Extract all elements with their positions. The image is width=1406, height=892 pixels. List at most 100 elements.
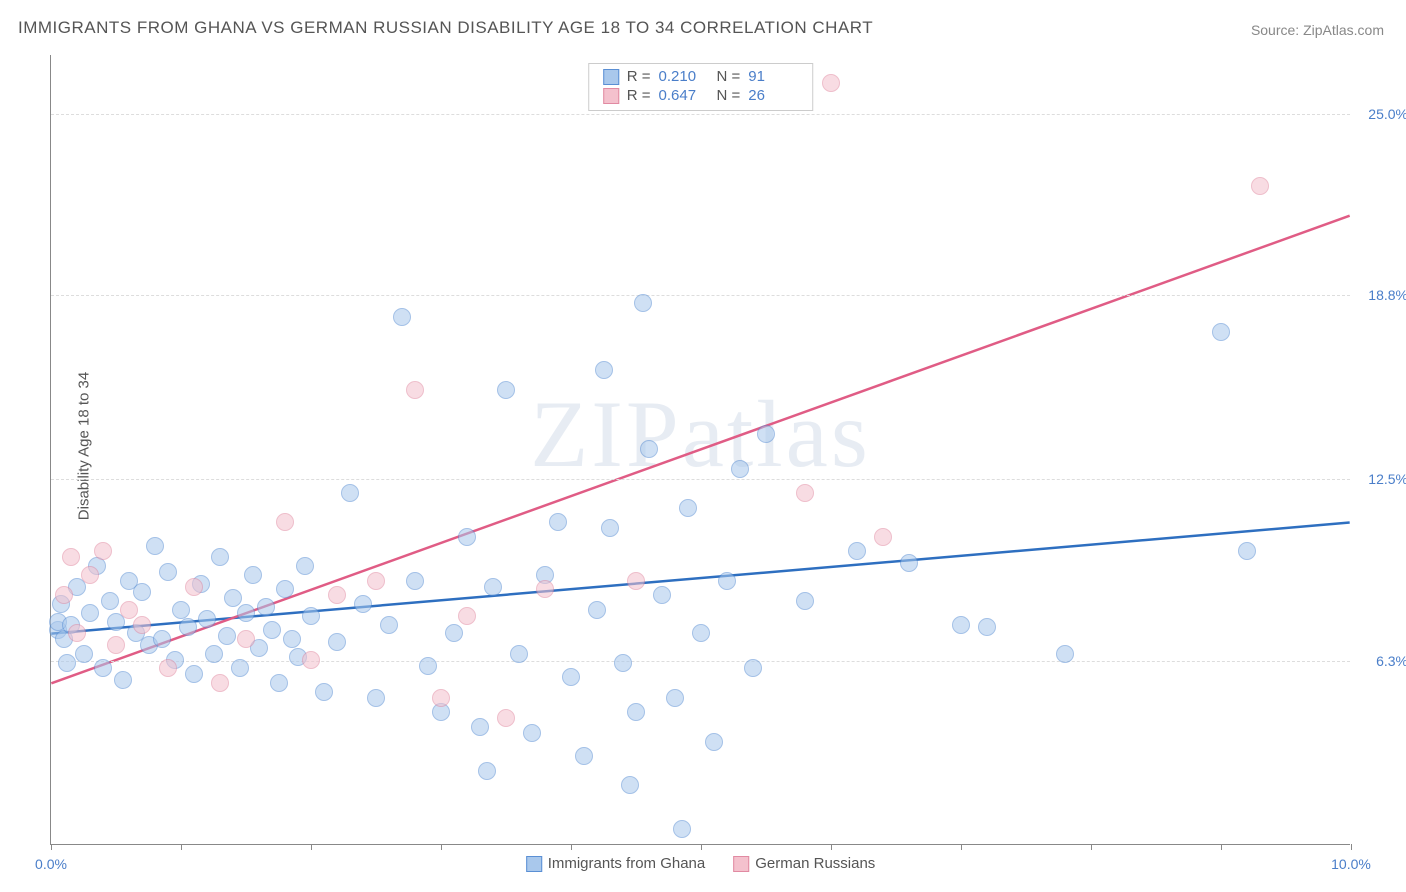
y-tick-label: 12.5% bbox=[1368, 471, 1406, 487]
legend-item: German Russians bbox=[733, 855, 875, 872]
data-point-ghana bbox=[692, 624, 710, 642]
data-point-ghana bbox=[94, 659, 112, 677]
data-point-ghana bbox=[627, 703, 645, 721]
legend-row-ghana: R =0.210N =91 bbox=[603, 68, 799, 85]
data-point-ghana bbox=[101, 592, 119, 610]
data-point-ghana bbox=[634, 294, 652, 312]
data-point-german_russians bbox=[328, 586, 346, 604]
data-point-ghana bbox=[276, 580, 294, 598]
data-point-german_russians bbox=[822, 74, 840, 92]
y-tick-label: 25.0% bbox=[1368, 106, 1406, 122]
data-point-ghana bbox=[523, 724, 541, 742]
data-point-german_russians bbox=[237, 630, 255, 648]
data-point-german_russians bbox=[276, 513, 294, 531]
gridline-h bbox=[51, 114, 1350, 115]
data-point-ghana bbox=[1056, 645, 1074, 663]
data-point-german_russians bbox=[458, 607, 476, 625]
x-tick-mark bbox=[51, 844, 52, 850]
data-point-ghana bbox=[133, 583, 151, 601]
data-point-ghana bbox=[1212, 323, 1230, 341]
data-point-ghana bbox=[562, 668, 580, 686]
y-tick-label: 18.8% bbox=[1368, 287, 1406, 303]
n-value: 91 bbox=[748, 68, 798, 85]
data-point-german_russians bbox=[874, 528, 892, 546]
n-value: 26 bbox=[748, 87, 798, 104]
legend-label: Immigrants from Ghana bbox=[548, 855, 706, 872]
data-point-german_russians bbox=[133, 616, 151, 634]
data-point-ghana bbox=[263, 621, 281, 639]
legend-item: Immigrants from Ghana bbox=[526, 855, 706, 872]
legend-swatch bbox=[526, 856, 542, 872]
legend-swatch bbox=[603, 88, 619, 104]
data-point-ghana bbox=[393, 308, 411, 326]
r-value: 0.210 bbox=[659, 68, 709, 85]
r-value: 0.647 bbox=[659, 87, 709, 104]
x-tick-mark bbox=[1351, 844, 1352, 850]
data-point-ghana bbox=[705, 733, 723, 751]
data-point-german_russians bbox=[185, 578, 203, 596]
data-point-ghana bbox=[58, 654, 76, 672]
data-point-ghana bbox=[218, 627, 236, 645]
r-label: R = bbox=[627, 87, 651, 104]
data-point-ghana bbox=[153, 630, 171, 648]
data-point-german_russians bbox=[94, 542, 112, 560]
data-point-ghana bbox=[666, 689, 684, 707]
data-point-ghana bbox=[900, 554, 918, 572]
data-point-german_russians bbox=[55, 586, 73, 604]
data-point-ghana bbox=[244, 566, 262, 584]
series-legend: Immigrants from Ghana German Russians bbox=[526, 855, 876, 872]
data-point-ghana bbox=[75, 645, 93, 663]
x-tick-mark bbox=[1221, 844, 1222, 850]
data-point-ghana bbox=[614, 654, 632, 672]
data-point-german_russians bbox=[302, 651, 320, 669]
data-point-ghana bbox=[296, 557, 314, 575]
data-point-ghana bbox=[367, 689, 385, 707]
correlation-legend: R =0.210N =91 R = 0.647 N = 26 bbox=[588, 63, 814, 111]
data-point-ghana bbox=[283, 630, 301, 648]
data-point-ghana bbox=[172, 601, 190, 619]
data-point-ghana bbox=[211, 548, 229, 566]
data-point-ghana bbox=[588, 601, 606, 619]
data-point-german_russians bbox=[68, 624, 86, 642]
data-point-ghana bbox=[497, 381, 515, 399]
n-label: N = bbox=[717, 87, 741, 104]
data-point-german_russians bbox=[62, 548, 80, 566]
data-point-ghana bbox=[237, 604, 255, 622]
data-point-ghana bbox=[270, 674, 288, 692]
x-tick-mark bbox=[831, 844, 832, 850]
data-point-ghana bbox=[445, 624, 463, 642]
x-tick-mark bbox=[441, 844, 442, 850]
data-point-ghana bbox=[653, 586, 671, 604]
x-tick-label: 0.0% bbox=[35, 856, 67, 872]
data-point-german_russians bbox=[120, 601, 138, 619]
data-point-ghana bbox=[419, 657, 437, 675]
y-tick-label: 6.3% bbox=[1376, 653, 1406, 669]
x-tick-label: 10.0% bbox=[1331, 856, 1371, 872]
data-point-ghana bbox=[471, 718, 489, 736]
data-point-ghana bbox=[146, 537, 164, 555]
data-point-ghana bbox=[205, 645, 223, 663]
data-point-ghana bbox=[179, 618, 197, 636]
data-point-german_russians bbox=[536, 580, 554, 598]
chart-title: IMMIGRANTS FROM GHANA VS GERMAN RUSSIAN … bbox=[18, 18, 873, 38]
x-tick-mark bbox=[311, 844, 312, 850]
data-point-german_russians bbox=[81, 566, 99, 584]
legend-swatch bbox=[603, 69, 619, 85]
x-tick-mark bbox=[571, 844, 572, 850]
data-point-german_russians bbox=[107, 636, 125, 654]
x-tick-mark bbox=[961, 844, 962, 850]
data-point-ghana bbox=[224, 589, 242, 607]
data-point-ghana bbox=[952, 616, 970, 634]
legend-swatch bbox=[733, 856, 749, 872]
data-point-ghana bbox=[796, 592, 814, 610]
scatter-chart: ZIPatlas R =0.210N =91R =0.647N =26 Immi… bbox=[50, 55, 1350, 845]
data-point-german_russians bbox=[432, 689, 450, 707]
data-point-ghana bbox=[380, 616, 398, 634]
data-point-ghana bbox=[848, 542, 866, 560]
data-point-ghana bbox=[185, 665, 203, 683]
data-point-ghana bbox=[354, 595, 372, 613]
data-point-ghana bbox=[757, 425, 775, 443]
data-point-ghana bbox=[549, 513, 567, 531]
data-point-ghana bbox=[575, 747, 593, 765]
source-label: Source: bbox=[1251, 22, 1299, 38]
